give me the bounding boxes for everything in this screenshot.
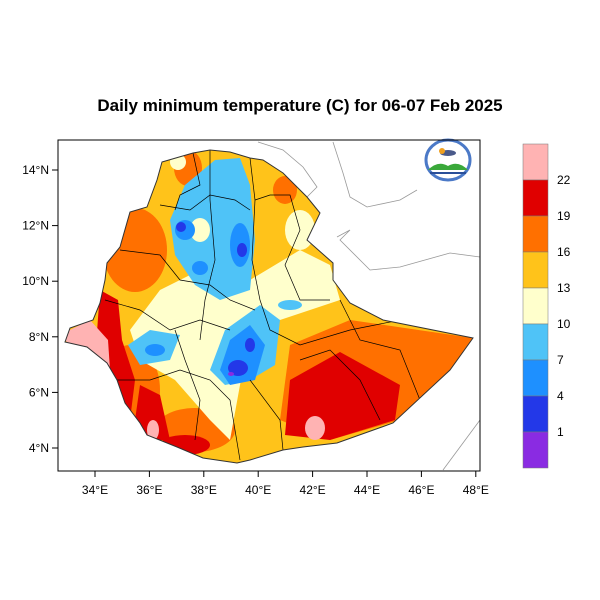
colorbar-label: 16 — [557, 245, 571, 259]
colorbar: 22 19 16 13 10 7 4 1 — [522, 143, 571, 469]
colorbar-label: 19 — [557, 209, 571, 223]
colorbar-swatch — [522, 143, 549, 181]
y-tick-label: 12°N — [22, 219, 49, 233]
colorbar-label: 1 — [557, 425, 564, 439]
colorbar-label: 13 — [557, 281, 571, 295]
colorbar-swatch — [522, 359, 549, 397]
colorbar-label: 7 — [557, 353, 564, 367]
neighbor-borders — [257, 141, 481, 471]
y-tick-label: 6°N — [29, 385, 49, 399]
y-tick-label: 10°N — [22, 274, 49, 288]
x-tick-label: 46°E — [408, 483, 434, 497]
admin-boundaries — [104, 150, 421, 461]
x-axis: 34°E 36°E 38°E 40°E 42°E 44°E 46°E 48°E — [82, 471, 489, 497]
x-tick-label: 48°E — [463, 483, 489, 497]
colorbar-label: 10 — [557, 317, 571, 331]
x-tick-label: 40°E — [245, 483, 271, 497]
colorbar-label: 4 — [557, 389, 564, 403]
map-title: Daily minimum temperature (C) for 06-07 … — [97, 96, 503, 115]
colorbar-swatch — [522, 179, 549, 217]
temperature-field — [65, 150, 473, 463]
colorbar-swatch — [522, 323, 549, 361]
colorbar-swatch — [522, 287, 549, 325]
y-axis: 14°N 12°N 10°N 8°N 6°N 4°N — [22, 163, 58, 455]
y-tick-label: 4°N — [29, 441, 49, 455]
map-frame — [57, 139, 481, 472]
colorbar-swatch — [522, 215, 549, 253]
colorbar-swatch — [522, 395, 549, 433]
y-tick-label: 14°N — [22, 163, 49, 177]
y-tick-label: 8°N — [29, 330, 49, 344]
colorbar-swatch — [522, 431, 549, 469]
x-tick-label: 36°E — [136, 483, 162, 497]
x-tick-label: 34°E — [82, 483, 108, 497]
x-tick-label: 44°E — [354, 483, 380, 497]
logo — [413, 136, 479, 186]
colorbar-swatch — [522, 251, 549, 289]
colorbar-label: 22 — [557, 173, 571, 187]
x-tick-label: 38°E — [191, 483, 217, 497]
x-tick-label: 42°E — [300, 483, 326, 497]
